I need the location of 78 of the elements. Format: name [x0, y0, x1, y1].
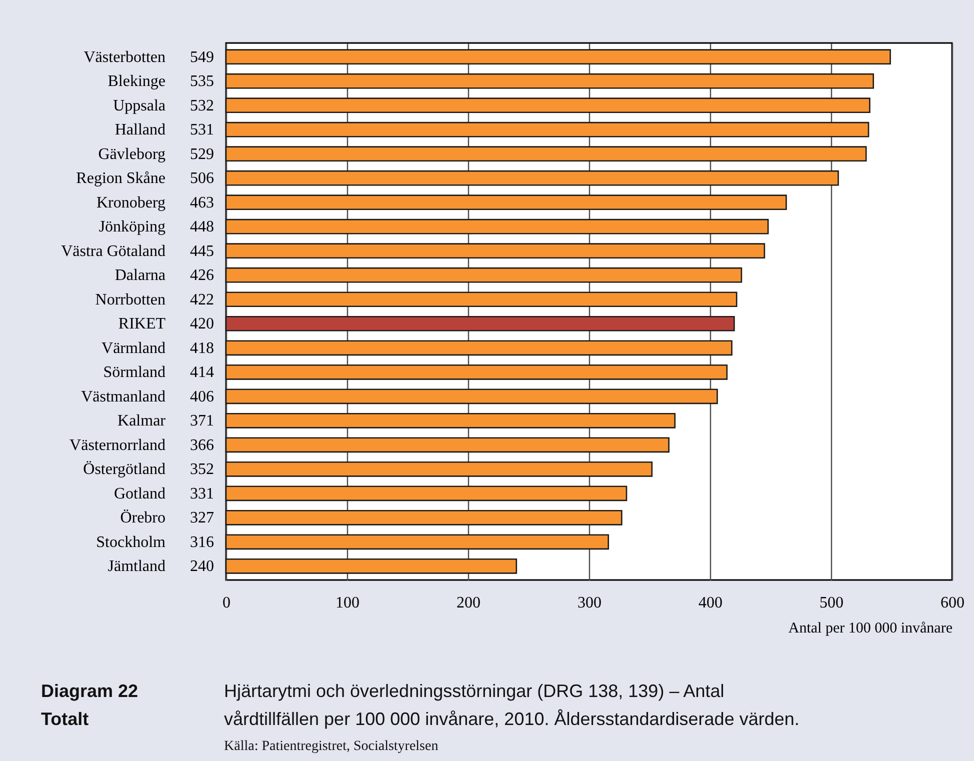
bar [225, 510, 622, 526]
data-label: 531 [190, 122, 214, 139]
y-tick-label: Gävleborg [98, 146, 166, 163]
x-tick-label: 300 [578, 594, 602, 612]
data-label: 331 [190, 485, 214, 502]
bar [225, 146, 867, 162]
y-tick-label: Jämtland [108, 558, 166, 576]
data-label: 529 [190, 146, 214, 163]
data-label: 420 [190, 316, 214, 333]
bar [225, 292, 738, 308]
y-tick-label: RIKET [118, 316, 166, 333]
y-tick-label: Östergötland [83, 461, 166, 478]
y-tick-label: Västernorrland [70, 436, 166, 454]
data-label: 240 [190, 558, 214, 576]
data-label: 366 [190, 436, 214, 454]
data-label: 352 [190, 461, 214, 478]
bar [225, 218, 769, 234]
bar [225, 461, 653, 477]
y-tick-label: Västerbotten [84, 48, 166, 66]
data-label: 422 [190, 291, 214, 308]
y-tick-label: Västra Götaland [61, 242, 166, 260]
bar [225, 316, 735, 332]
x-tick-label: 200 [456, 594, 480, 612]
bar [225, 194, 787, 210]
text: Diagram 22 [41, 681, 138, 701]
y-tick-label: Norrbotten [95, 291, 166, 308]
bar [225, 340, 732, 356]
x-tick-label: 400 [698, 594, 722, 612]
data-label: 549 [190, 48, 214, 66]
data-label: 445 [190, 242, 214, 260]
data-label: 506 [190, 170, 214, 188]
bar [225, 122, 870, 138]
bar [225, 486, 628, 502]
x-tick-label: 0 [222, 594, 230, 612]
bar [225, 243, 766, 259]
data-label: 406 [190, 388, 214, 406]
bar [225, 558, 518, 574]
bar [225, 170, 839, 186]
text: Totalt [41, 709, 89, 729]
y-tick-label: Kronoberg [96, 194, 166, 212]
x-axis-title: Antal per 100 000 invånare [788, 620, 953, 636]
data-label: 535 [190, 73, 214, 90]
data-label: 418 [190, 340, 214, 357]
data-label: 426 [190, 267, 214, 284]
data-label: 448 [190, 218, 214, 236]
bar [225, 388, 718, 404]
x-tick-label: 600 [940, 594, 964, 612]
y-tick-label: Västmanland [81, 388, 166, 406]
text: Hjärtarytmi och överledningsstörningar (DRG 138, 139) – Antal vårdtillfällen per 100 000 invånare, 2010. Åldersstandardiserade värden. [224, 681, 800, 729]
y-tick-label: Gotland [114, 485, 166, 502]
data-label: 463 [190, 194, 214, 212]
y-tick-label: Sörmland [103, 364, 166, 382]
y-tick-label: Örebro [120, 510, 166, 527]
bar [225, 267, 742, 283]
y-tick-label: Värmland [102, 340, 166, 357]
data-label: 414 [190, 364, 214, 382]
bar [225, 437, 670, 453]
bar [225, 534, 610, 550]
y-tick-label: Dalarna [114, 267, 166, 284]
y-tick-label: Halland [114, 122, 166, 139]
y-tick-label: Kalmar [118, 412, 166, 430]
data-label: 371 [190, 412, 214, 430]
bar [225, 412, 676, 428]
data-label: 327 [190, 510, 214, 527]
y-tick-label: Uppsala [113, 97, 166, 114]
bar [225, 364, 728, 380]
y-tick-label: Stockholm [96, 534, 166, 551]
y-tick-label: Blekinge [108, 73, 166, 90]
bar [225, 98, 870, 114]
x-tick-label: 100 [336, 594, 360, 612]
y-tick-label: Region Skåne [76, 170, 166, 188]
data-label: 532 [190, 97, 214, 114]
bar [225, 49, 891, 65]
bar [225, 73, 874, 89]
data-label: 316 [190, 534, 214, 551]
x-tick-label: 500 [820, 594, 844, 612]
text: Källa: Patientregistret, Socialstyrelsen [224, 739, 438, 754]
y-tick-label: Jönköping [98, 218, 166, 236]
